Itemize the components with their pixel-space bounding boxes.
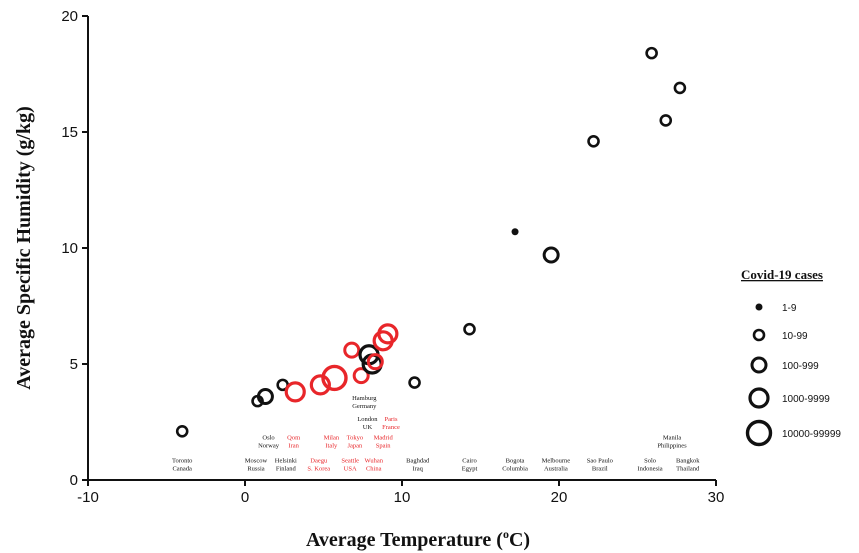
legend-marker (745, 419, 773, 447)
data-point (645, 46, 658, 60)
city-label: Madrid Spain (374, 434, 394, 449)
data-point (366, 353, 384, 371)
legend-label: 10-99 (782, 331, 808, 342)
city-label: Cairo Egypt (462, 458, 478, 473)
data-point (659, 114, 673, 127)
legend-label: 1-9 (782, 303, 797, 314)
city-label: Seattle USA (341, 458, 359, 473)
city-label: Melbourne Australia (542, 458, 571, 473)
data-point (284, 381, 306, 403)
data-point (175, 424, 189, 438)
data-point (587, 134, 600, 148)
city-label: Moscow Russia (245, 458, 268, 473)
city-label: Sao Paulo Brazil (587, 458, 613, 473)
city-label: Wuhan China (364, 458, 383, 473)
city-label: Solo Indonesia (637, 458, 662, 473)
city-label: Helsinki Finland (275, 458, 297, 473)
data-point (343, 341, 361, 359)
city-label: Milan Italy (324, 434, 340, 449)
x-tick-label: 0 (241, 489, 249, 506)
city-label: Hamburg Germany (352, 395, 377, 410)
y-tick-label: 5 (70, 356, 78, 373)
legend-marker (755, 303, 763, 311)
data-point (321, 364, 348, 392)
y-tick-label: 15 (61, 124, 78, 141)
city-label: Toronto Canada (172, 458, 193, 473)
legend-label: 1000-9999 (782, 394, 830, 405)
data-point (256, 387, 274, 405)
x-tick-label: 20 (551, 489, 568, 506)
data-point (352, 367, 370, 385)
city-label: Qom Iran (287, 434, 300, 449)
y-axis-title: Average Specific Humidity (g/kg) (13, 106, 35, 389)
city-label: Bangkok Thailand (676, 458, 700, 473)
city-label: Manila Philippines (657, 434, 687, 449)
legend-title: Covid-19 cases (741, 267, 823, 282)
legend-marker (748, 387, 770, 409)
city-label: Daegu S. Korea (307, 458, 330, 473)
x-axis-title: Average Temperature (oC) (306, 527, 530, 551)
data-point (542, 246, 560, 264)
legend-label: 10000-99999 (782, 429, 841, 440)
legend-marker (750, 356, 768, 374)
city-label: Oslo Norway (258, 434, 280, 449)
data-point (377, 323, 399, 345)
city-label: London UK (357, 416, 378, 431)
x-tick-label: 10 (394, 489, 411, 506)
data-point (463, 322, 476, 336)
x-tick-label: 30 (708, 489, 725, 506)
city-label: Baghdad Iraq (406, 458, 430, 473)
y-tick-label: 0 (70, 472, 78, 489)
legend-marker (752, 328, 766, 342)
city-label: Bogota Columbia (502, 458, 528, 473)
data-point (309, 374, 331, 396)
city-label: Tokyo Japan (347, 434, 364, 449)
x-tick-label: -10 (77, 489, 99, 506)
y-tick-label: 10 (61, 240, 78, 257)
data-point (673, 81, 687, 95)
data-point (511, 228, 519, 236)
y-tick-label: 20 (61, 8, 78, 25)
legend-label: 100-999 (782, 361, 819, 372)
city-label: Paris France (382, 416, 400, 431)
data-point (408, 376, 421, 389)
